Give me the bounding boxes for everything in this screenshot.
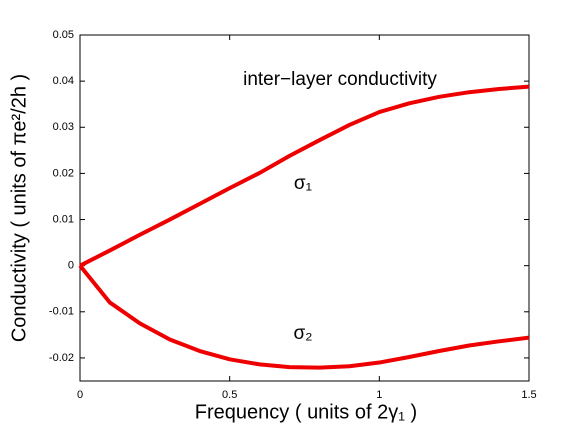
y-tick-label: 0.03: [53, 121, 74, 133]
series-line: [79, 84, 530, 268]
x-axis-label: Frequency ( units of 2γ₁ ): [195, 401, 417, 423]
y-tick-label: 0.05: [53, 29, 74, 41]
annotation: σ₂: [293, 323, 312, 344]
series-line: [78, 264, 530, 370]
y-tick-label: -0.01: [49, 306, 74, 318]
x-tick-label: 0.5: [222, 389, 237, 401]
y-tick-label: 0.02: [53, 167, 74, 179]
y-tick-label: 0.04: [53, 75, 74, 87]
x-tick-label: 1: [376, 389, 382, 401]
y-axis-label: Conductivity ( units of πe²/2h ): [8, 74, 30, 342]
y-tick-label: 0.01: [53, 213, 74, 225]
x-tick-label: 0: [77, 389, 83, 401]
x-tick-label: 1.5: [521, 389, 536, 401]
annotation: σ₁: [294, 173, 312, 194]
y-tick-label: -0.02: [49, 352, 74, 364]
annotation: inter−layer conductivity: [243, 69, 437, 90]
y-tick-label: 0: [68, 260, 74, 272]
